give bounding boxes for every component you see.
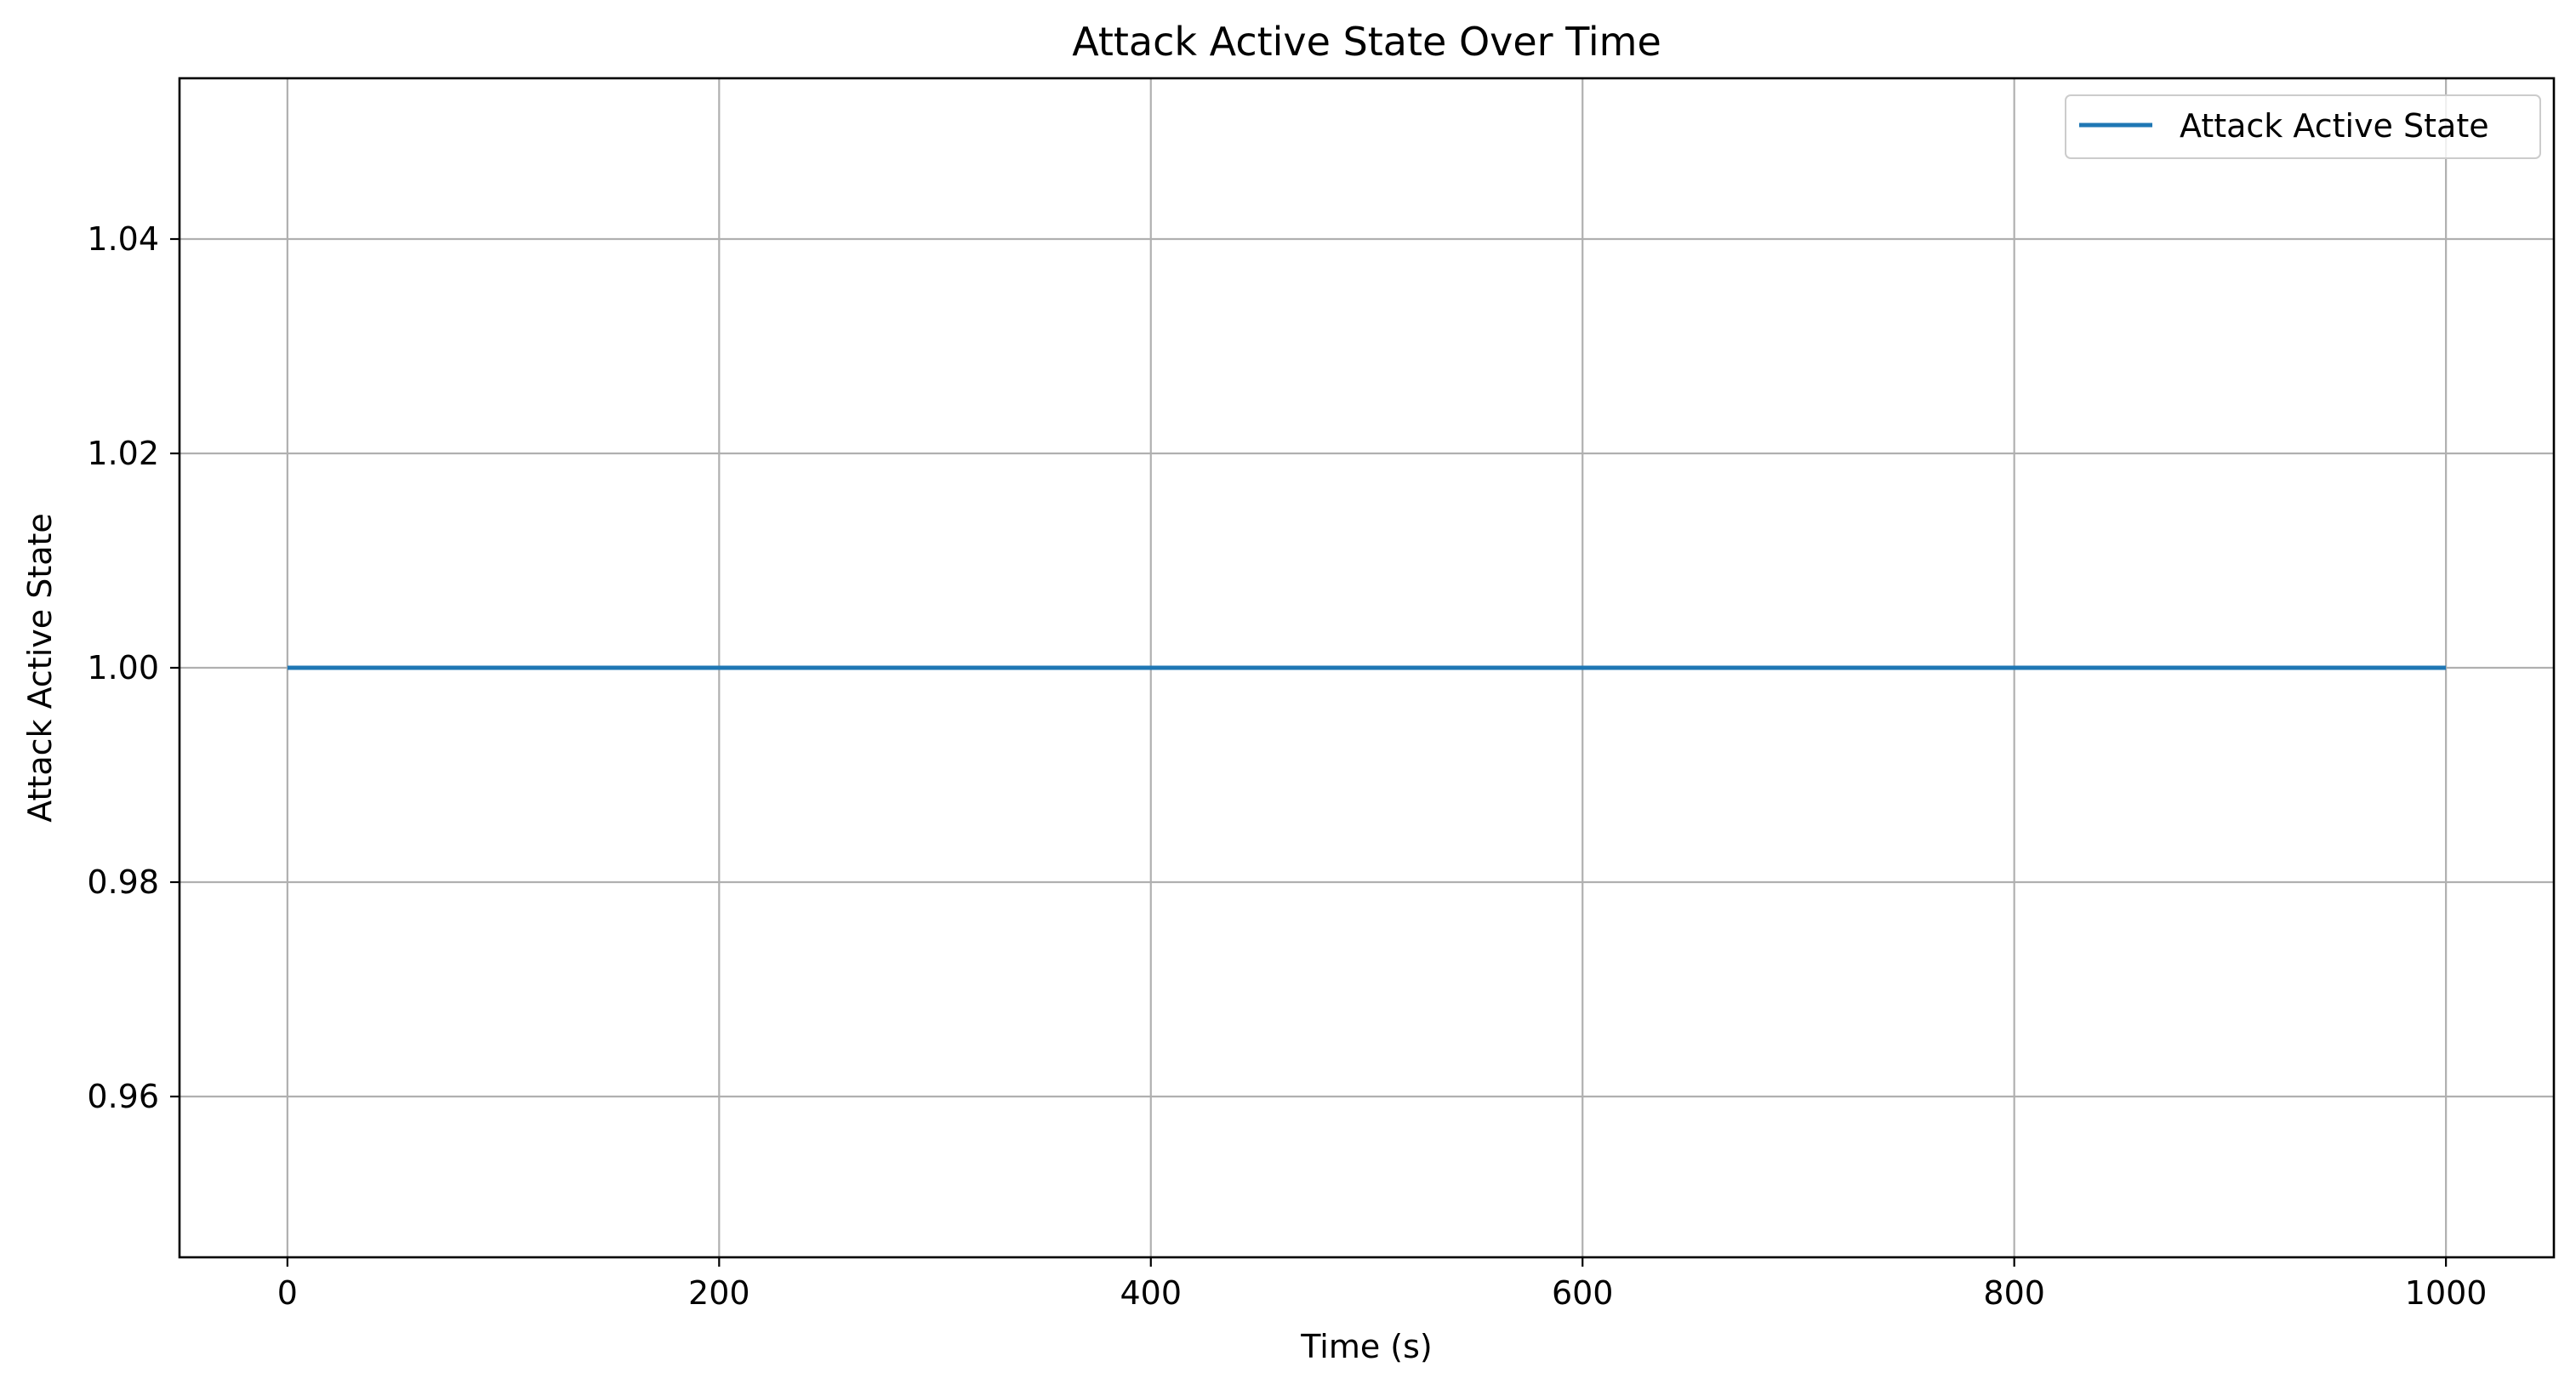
x-tick-label: 800 [1983, 1274, 2045, 1312]
y-tick-label: 1.02 [87, 435, 159, 472]
x-tick-label: 1000 [2405, 1274, 2488, 1312]
y-tick-label: 0.98 [87, 863, 159, 901]
legend: Attack Active State [2065, 94, 2541, 159]
x-tick-label: 0 [277, 1274, 298, 1312]
x-tick-label: 600 [1552, 1274, 1614, 1312]
y-tick-label: 1.04 [87, 220, 159, 258]
x-tick-label: 400 [1120, 1274, 1183, 1312]
y-axis-label: Attack Active State [21, 513, 59, 823]
y-tick-label: 1.00 [87, 649, 159, 686]
y-axis-ticks: 0.96 0.98 1.00 1.02 1.04 [87, 220, 180, 1115]
legend-label-attack-active-state: Attack Active State [2180, 107, 2489, 145]
x-axis-ticks: 0 200 400 600 800 1000 [277, 1257, 2488, 1312]
legend-box [2065, 94, 2541, 159]
y-tick-label: 0.96 [87, 1078, 159, 1115]
chart-title: Attack Active State Over Time [1072, 19, 1661, 65]
x-axis-label: Time (s) [1300, 1328, 1433, 1365]
x-tick-label: 200 [688, 1274, 750, 1312]
